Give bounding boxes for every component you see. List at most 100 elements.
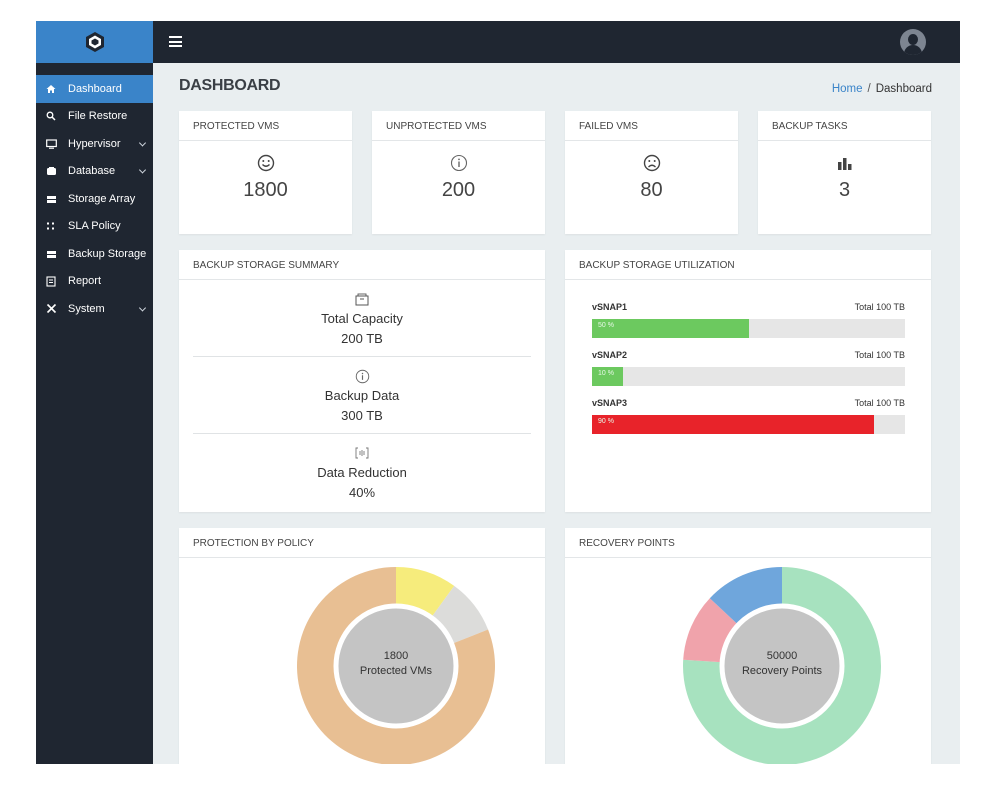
- policy-donut-center: [333, 603, 459, 729]
- backup-storage-summary-card: BACKUP STORAGE SUMMARY Total Capacity 20…: [179, 250, 545, 512]
- card-title: PROTECTION BY POLICY: [179, 528, 545, 558]
- recovery-donut-center: [719, 603, 845, 729]
- sidebar-item-label: Report: [68, 275, 102, 288]
- stat-value: 80: [640, 179, 663, 201]
- info-icon: [372, 153, 545, 173]
- sidebar-item-report[interactable]: Report: [36, 268, 153, 296]
- smile-icon: [179, 153, 352, 173]
- backup-tasks-card: BACKUP TASKS 3: [758, 111, 931, 234]
- divider: [193, 433, 531, 434]
- summary-label: Backup Data: [324, 388, 400, 403]
- recovery-donut-slice-2: [709, 567, 782, 625]
- data-reduction-section: Data Reduction 40%: [179, 444, 545, 500]
- top-bar: [153, 21, 960, 63]
- backup-data-section: Backup Data 300 TB: [179, 367, 545, 423]
- info-icon: [179, 367, 545, 385]
- recovery-points-card: RECOVERY POINTS 50000 Recovery Points: [565, 528, 931, 764]
- summary-value: 40%: [348, 485, 376, 500]
- sidebar-item-label: Backup Storage: [68, 247, 147, 260]
- bar-chart-icon: [758, 153, 931, 173]
- sidebar-nav: Dashboard File Restore Hypervisor Database S…: [36, 75, 153, 323]
- protected-vms-card: PROTECTED VMS 1800: [179, 111, 352, 234]
- progress-bar: 50 %: [592, 319, 905, 338]
- sidebar-item-backup-storage[interactable]: Backup Storage: [36, 240, 153, 268]
- summary-value: 300 TB: [341, 408, 383, 423]
- storage-name: vSNAP2: [592, 350, 628, 360]
- sidebar-item-storage-array[interactable]: Storage Array: [36, 185, 153, 213]
- card-title: PROTECTED VMS: [179, 111, 352, 141]
- user-avatar[interactable]: [900, 29, 926, 55]
- storage-icon: [44, 193, 58, 205]
- protection-by-policy-card: PROTECTION BY POLICY 1800 Protected VMs: [179, 528, 545, 764]
- card-title: UNPROTECTED VMS: [372, 111, 545, 141]
- recovery-donut-slice-0: [683, 567, 881, 764]
- recovery-donut-chart: 50000 Recovery Points: [682, 566, 882, 764]
- policy-donut-slice-0: [396, 567, 455, 618]
- sidebar-item-label: File Restore: [68, 110, 128, 123]
- compress-icon: [179, 444, 545, 462]
- storage-icon: [44, 248, 58, 260]
- sidebar-item-database[interactable]: Database: [36, 158, 153, 186]
- progress-bar: 10 %: [592, 367, 905, 386]
- sidebar-item-label: Database: [68, 165, 116, 178]
- storage-total: Total 100 TB: [854, 398, 905, 408]
- failed-vms-card: FAILED VMS 80: [565, 111, 738, 234]
- sidebar-item-label: Storage Array: [68, 192, 136, 205]
- policy-donut-svg: [297, 567, 495, 764]
- sidebar-item-sla-policy[interactable]: SLA Policy: [36, 213, 153, 241]
- sidebar-item-label: Hypervisor: [68, 137, 121, 150]
- logo-icon: [85, 32, 104, 52]
- policy-donut-chart: 1800 Protected VMs: [296, 566, 496, 764]
- summary-value: 200 TB: [341, 331, 383, 346]
- storage-name: vSNAP1: [592, 302, 628, 312]
- progress-percent: 50 %: [598, 322, 614, 329]
- frown-icon: [565, 153, 738, 173]
- sidebar-item-system[interactable]: System: [36, 295, 153, 323]
- card-title: BACKUP STORAGE SUMMARY: [179, 250, 545, 280]
- storage-name: vSNAP3: [592, 398, 628, 408]
- tools-icon: [44, 303, 58, 315]
- breadcrumb-home-link[interactable]: Home: [831, 83, 863, 95]
- logo[interactable]: [36, 21, 153, 63]
- progress-fill: 50 %: [592, 319, 749, 338]
- sidebar-item-file-restore[interactable]: File Restore: [36, 103, 153, 131]
- archive-icon: [179, 290, 545, 308]
- progress-percent: 90 %: [598, 418, 614, 425]
- stat-value: 3: [838, 179, 851, 201]
- backup-storage-utilization-card: BACKUP STORAGE UTILIZATION vSNAP1 Total …: [565, 250, 931, 512]
- sidebar-item-hypervisor[interactable]: Hypervisor: [36, 130, 153, 158]
- storage-total: Total 100 TB: [854, 350, 905, 360]
- breadcrumb-separator: /: [867, 83, 871, 95]
- summary-label: Data Reduction: [317, 465, 407, 480]
- storage-total: Total 100 TB: [854, 302, 905, 312]
- progress-fill: 10 %: [592, 367, 624, 386]
- card-title: BACKUP TASKS: [758, 111, 931, 141]
- chevron-down-icon: [138, 139, 147, 147]
- sidebar-item-label: SLA Policy: [68, 220, 121, 233]
- recovery-donut-svg: [683, 567, 881, 764]
- donut-center-value: 1800: [383, 650, 409, 662]
- policy-icon: [44, 220, 58, 232]
- chevron-down-icon: [138, 304, 147, 312]
- donut-center-caption: Recovery Points: [741, 665, 823, 677]
- menu-toggle-icon[interactable]: [169, 36, 182, 47]
- donut-center-caption: Protected VMs: [359, 665, 433, 677]
- unprotected-vms-card: UNPROTECTED VMS 200: [372, 111, 545, 234]
- sidebar-item-label: Dashboard: [68, 82, 122, 95]
- breadcrumb-current: Dashboard: [875, 83, 932, 95]
- stat-value: 200: [441, 179, 476, 201]
- progress-percent: 10 %: [598, 370, 614, 377]
- report-icon: [44, 275, 58, 287]
- page-title: DASHBOARD: [179, 77, 281, 94]
- sidebar: Dashboard File Restore Hypervisor Database S…: [36, 21, 153, 764]
- database-icon: [44, 165, 58, 177]
- sidebar-item-dashboard[interactable]: Dashboard: [36, 75, 153, 103]
- donut-center-label: 50000 Recovery Points: [722, 649, 842, 679]
- summary-label: Total Capacity: [321, 311, 403, 326]
- monitor-icon: [44, 138, 58, 150]
- policy-donut-slice-2: [297, 567, 495, 764]
- donut-center-label: 1800 Protected VMs: [336, 649, 456, 679]
- search-icon: [44, 110, 58, 122]
- chevron-down-icon: [138, 166, 147, 174]
- card-title: BACKUP STORAGE UTILIZATION: [565, 250, 931, 280]
